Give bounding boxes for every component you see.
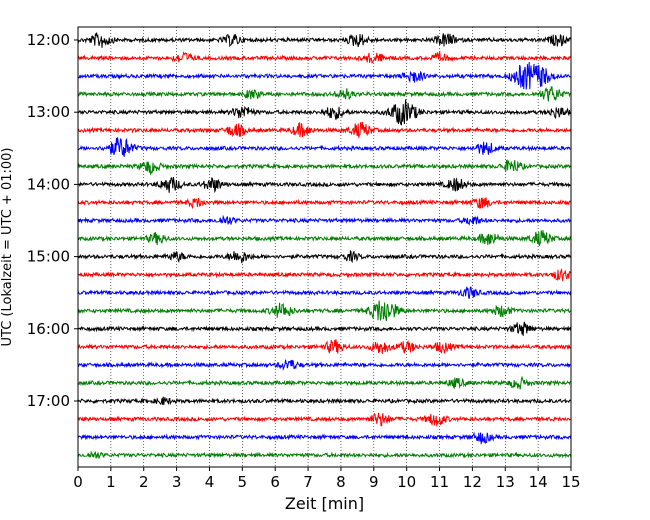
trace-1545 (77, 300, 571, 322)
x-tick-label-6: 6 (270, 473, 280, 491)
trace-1630 (77, 359, 571, 372)
trace-1645 (77, 375, 571, 390)
trace-1600 (77, 321, 572, 336)
plot-frame (77, 26, 572, 468)
y-ticks: 12:00 13:00 14:00 15:00 16:00 17:00 (27, 31, 78, 410)
y-tick-label-1600: 16:00 (27, 320, 70, 338)
trace-1200 (77, 32, 572, 48)
x-tick-label-7: 7 (303, 473, 313, 491)
trace-1700 (77, 396, 571, 406)
x-tick-label-4: 4 (205, 473, 215, 491)
x-tick-label-3: 3 (172, 473, 182, 491)
x-axis-label: Zeit [min] (285, 494, 364, 513)
trace-1400 (77, 176, 571, 194)
trace-1515 (77, 267, 572, 282)
x-tick-label-13: 13 (496, 473, 515, 491)
trace-1745 (77, 450, 572, 459)
x-tick-label-5: 5 (238, 473, 248, 491)
x-ticks: 0 1 2 3 4 5 6 7 8 9 10 11 12 13 14 15 (73, 467, 581, 491)
x-tick-label-9: 9 (369, 473, 379, 491)
y-tick-label-1500: 15:00 (27, 248, 70, 266)
trace-1230 (77, 62, 571, 90)
x-tick-label-15: 15 (561, 473, 580, 491)
trace-1715 (77, 412, 571, 427)
trace-1330 (77, 137, 571, 157)
y-axis-label: UTC (Lokalzeit = UTC + 01:00) (0, 148, 15, 347)
trace-1245 (77, 86, 572, 102)
trace-1445 (77, 230, 572, 247)
x-tick-label-8: 8 (336, 473, 346, 491)
y-tick-label-1400: 14:00 (27, 175, 70, 193)
x-tick-label-12: 12 (463, 473, 482, 491)
trace-1430 (77, 214, 572, 226)
trace-1415 (77, 197, 571, 210)
traces (77, 32, 572, 459)
x-tick-label-10: 10 (397, 473, 416, 491)
x-tick-label-11: 11 (430, 473, 449, 491)
x-tick-label-1: 1 (106, 473, 116, 491)
y-tick-label-1700: 17:00 (27, 392, 70, 410)
trace-1730 (77, 431, 572, 446)
grid (110, 27, 539, 467)
y-tick-label-1200: 12:00 (27, 31, 70, 49)
trace-1300 (77, 99, 572, 126)
trace-1345 (77, 159, 571, 176)
x-tick-label-14: 14 (529, 473, 548, 491)
trace-1500 (77, 249, 572, 264)
x-tick-label-2: 2 (139, 473, 149, 491)
trace-1315 (77, 121, 572, 138)
y-tick-label-1300: 13:00 (27, 103, 70, 121)
trace-1530 (77, 286, 572, 299)
trace-1215 (77, 50, 572, 64)
x-tick-label-0: 0 (73, 473, 83, 491)
trace-1615 (77, 339, 571, 355)
